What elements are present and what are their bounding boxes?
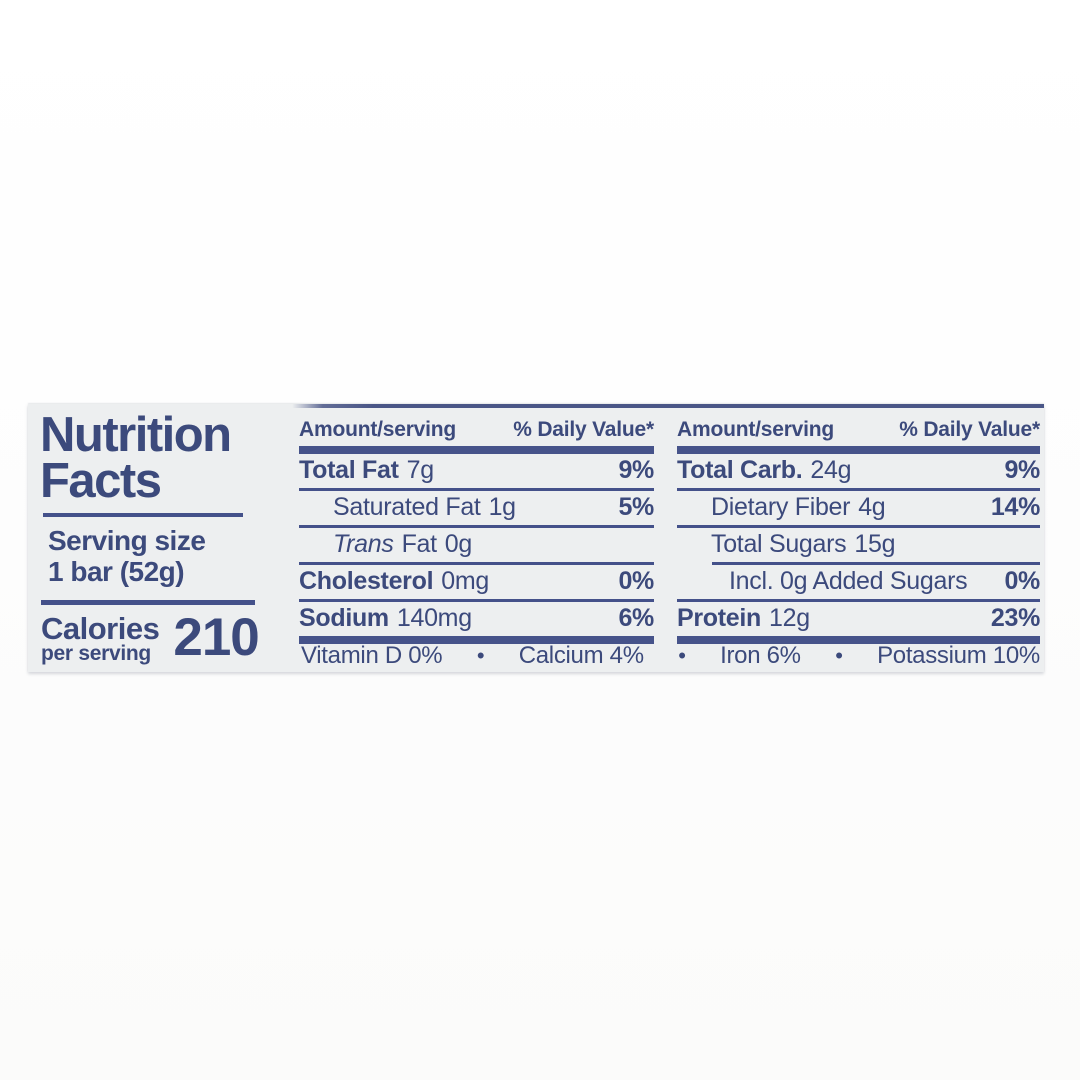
micronutrients-row: Vitamin D 0% • Calcium 4% • Iron 6% • Po… [301,642,1040,670]
nutrient-daily-value: 5% [618,493,654,521]
bullet-separator: • [476,643,485,668]
nutrient-name: Saturated Fat [333,493,481,521]
nutrient-name-group: Saturated Fat 1g [299,493,516,522]
bottom-thick-bar [299,636,654,644]
nutrient-row-dietary-fiber: Dietary Fiber 4g 14% [677,491,1040,528]
nutrient-daily-value: 14% [990,493,1040,521]
column-header: Amount/serving % Daily Value* [677,413,1040,442]
nutrient-name: Total Carb. [677,456,803,484]
nutrient-daily-value: 9% [618,456,654,484]
nutrient-amount: 0mg [441,567,489,595]
nutrient-amount: 4g [858,493,886,521]
nutrient-daily-value: 23% [990,604,1040,632]
bottom-thick-bar [677,636,1040,644]
label-top-border [28,404,1044,408]
bullet-separator: • [835,643,843,668]
calories-value: 210 [173,608,259,667]
nutrient-daily-value: 6% [618,604,654,632]
label-left-section: Nutrition Facts Serving size 1 bar (52g)… [40,408,290,667]
nutrient-amount: 12g [769,604,810,632]
nutrition-facts-label: Nutrition Facts Serving size 1 bar (52g)… [28,404,1044,672]
nutrient-name-italic: Trans [333,530,394,558]
nutrient-name-group: Dietary Fiber 4g [677,493,886,522]
nutrient-name-group: Total Fat 7g [299,456,434,485]
nutrient-name: Incl. 0g Added Sugars [729,567,968,595]
nutrient-name: Fat [401,530,438,558]
nutrient-name-group: Trans Fat 0g [299,530,472,559]
nutrient-row-protein: Protein 12g 23% [677,602,1040,636]
nutrient-row-trans-fat: Trans Fat 0g [299,528,654,565]
nutrient-row-total-carb: Total Carb. 24g 9% [677,454,1040,491]
nutrient-name-group: Total Carb. 24g [677,456,852,485]
micronutrient-vitamin-d: Vitamin D 0% [301,642,443,669]
micronutrient-calcium: Calcium 4% [518,642,644,669]
partial-underline [712,562,1040,565]
nutrient-name-group: Incl. 0g Added Sugars [677,567,975,596]
header-thick-bar [299,446,654,454]
nutrient-amount: 15g [854,530,896,558]
serving-divider [41,600,255,605]
title-line-2: Facts [40,454,162,508]
nutrient-row-cholesterol: Cholesterol 0mg 0% [299,565,654,602]
calories-block: Calories per serving 210 [41,608,290,667]
bullet-separator: • [678,643,686,668]
calories-sublabel: per serving [41,642,151,665]
nutrient-row-sodium: Sodium 140mg 6% [299,602,654,636]
nutrient-name: Total Sugars [711,530,847,558]
nutrient-name-group: Cholesterol 0mg [299,567,489,596]
nutrient-daily-value: 0% [618,567,654,595]
nutrient-row-total-fat: Total Fat 7g 9% [299,454,654,491]
serving-size-value: 1 bar (52g) [48,556,185,587]
nutrient-amount: 7g [406,456,435,484]
header-thick-bar [677,446,1040,454]
serving-size-block: Serving size 1 bar (52g) [48,525,290,587]
micronutrient-potassium: Potassium 10% [877,642,1040,669]
nutrient-amount: 0g [444,530,473,558]
nutrient-name-group: Total Sugars 15g [677,530,895,559]
calories-label: Calories [41,611,160,646]
nutrient-column-fat: Amount/serving % Daily Value* Total Fat … [299,413,654,644]
nutrient-row-added-sugars: Incl. 0g Added Sugars 0% [677,565,1040,602]
nutrient-row-saturated-fat: Saturated Fat 1g 5% [299,491,654,528]
nutrient-daily-value: 0% [1004,567,1040,595]
nutrient-name: Sodium [299,604,389,632]
title-divider [43,513,243,517]
nutrient-name: Protein [677,604,762,632]
nutrient-name: Dietary Fiber [711,493,851,521]
nutrient-daily-value: 9% [1004,456,1040,484]
nutrition-facts-title: Nutrition Facts [40,408,290,508]
column-header-amount: Amount/serving [677,418,835,441]
nutrient-column-carb: Amount/serving % Daily Value* Total Carb… [677,413,1040,644]
serving-size-label: Serving size [48,525,206,556]
column-header-amount: Amount/serving [299,418,457,441]
nutrient-amount: 24g [810,456,852,484]
nutrient-name-group: Protein 12g [677,604,810,633]
nutrient-amount: 1g [488,493,517,521]
micronutrient-iron: Iron 6% [720,642,801,669]
calories-labels: Calories per serving [41,611,160,665]
column-header-daily-value: % Daily Value* [513,418,654,441]
column-header: Amount/serving % Daily Value* [299,413,654,442]
nutrient-amount: 140mg [396,604,472,632]
column-header-daily-value: % Daily Value* [899,418,1040,441]
nutrient-row-total-sugars: Total Sugars 15g [677,528,1040,565]
nutrient-name-group: Sodium 140mg [299,604,472,633]
nutrient-name: Cholesterol [299,567,434,595]
nutrient-name: Total Fat [299,456,399,484]
title-line-1: Nutrition [40,408,232,462]
